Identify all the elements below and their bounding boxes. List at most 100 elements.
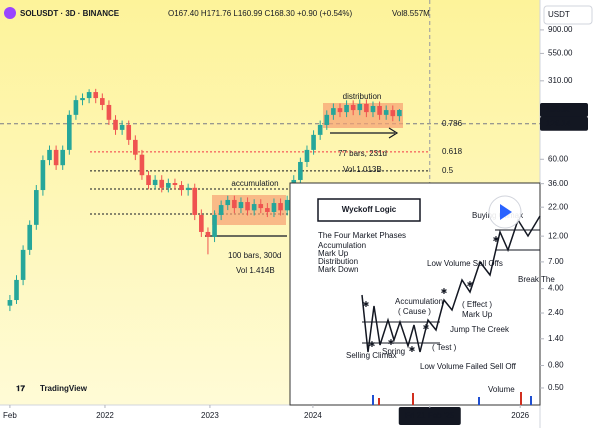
ohlc-values: O167.40 H171.76 L160.99 C168.30 +0.90 (+… (168, 9, 352, 18)
range-bars: 77 bars, 231d (338, 149, 387, 158)
candle-body (179, 185, 184, 191)
inset-star: ✱ (363, 300, 370, 309)
candle-body (7, 300, 13, 306)
candle-body (27, 224, 33, 250)
axis-layer: 900.00 550.00 310.00 60.00 36.00 22.00 12.00 7.… (3, 5, 593, 425)
candle-body (80, 98, 85, 101)
fib-label: 0.618 (442, 147, 463, 156)
inset-star: ✱ (493, 235, 500, 244)
range-name: distribution (343, 92, 382, 101)
inset-volume-bar (520, 392, 522, 405)
y-tick-label: 0.80 (548, 361, 564, 370)
wyckoff-schematic (361, 215, 541, 353)
inset-star: ✱ (409, 345, 416, 354)
candle-body (350, 104, 356, 111)
y-tick-label: 36.00 (548, 179, 569, 188)
candle-body (218, 205, 224, 215)
currency-label: USDT (548, 10, 570, 19)
candle-body (278, 203, 283, 211)
candle-body (166, 183, 171, 188)
x-tick-label: 2026 (511, 411, 529, 420)
candle-body (311, 134, 316, 150)
candle-body (304, 149, 310, 162)
candle-body (146, 175, 151, 186)
candle-body (331, 108, 336, 115)
candle-body (397, 109, 402, 117)
volume-value: Vol8.557M (392, 9, 430, 18)
inset-volume-bar (478, 397, 480, 405)
candle-body (20, 249, 26, 280)
x-tick-label: Feb (3, 411, 17, 420)
candle-body (298, 161, 303, 180)
candle-body (119, 124, 125, 130)
distribution-box (323, 103, 403, 128)
candle-body (67, 114, 72, 150)
play-icon (500, 204, 512, 220)
y-tick-label: 22.00 (548, 202, 569, 211)
candle-body (390, 110, 396, 117)
phase-label: Mark Down (318, 265, 358, 274)
candle-body (337, 108, 343, 113)
candle-body (93, 92, 99, 99)
candle-body (344, 104, 349, 113)
phase-label: Distribution (318, 257, 358, 266)
candle-body (152, 179, 158, 186)
x-tick-label: 2024 (304, 411, 322, 420)
inset-star: ✱ (467, 280, 474, 289)
range-bars: 100 bars, 300d (228, 251, 281, 260)
inset-star: ✱ (369, 340, 376, 349)
candle-body (33, 190, 39, 225)
x-tick-label: 2023 (201, 411, 219, 420)
candle-body (126, 124, 132, 140)
price-label: 168.30 (546, 105, 571, 114)
y-tick-label: 4.00 (548, 284, 564, 293)
inset-star: ✱ (388, 338, 395, 347)
inset-label: Low Volume Failed Sell Off (420, 362, 517, 371)
inset-label: ( Cause ) (398, 307, 431, 316)
fib-label: 0.5 (442, 166, 454, 175)
candle-body (113, 119, 118, 130)
candle-body (73, 100, 79, 115)
inset-label: Selling Climax (346, 351, 397, 360)
inset-volume-bar (378, 398, 380, 405)
range-volume: Vol 1.013B (343, 165, 382, 174)
inset-label: Jump The Creek (450, 325, 510, 334)
inset-label: Accumulation (395, 297, 443, 306)
y-tick-label: 60.00 (548, 154, 569, 163)
inset-star: ✱ (441, 287, 448, 296)
candle-body (271, 203, 277, 212)
currency-box (543, 5, 593, 25)
candle-body (370, 105, 376, 113)
price-axis (540, 0, 600, 428)
y-tick-label: 0.50 (548, 383, 564, 392)
candle-body (14, 279, 19, 301)
candle-body (251, 204, 257, 211)
candle-body (364, 103, 369, 113)
phase-label: Mark Up (318, 249, 349, 258)
inset-label: Low Volume Sell Offs (427, 259, 503, 268)
inset-label: Volume (488, 385, 515, 394)
arrow-head (388, 127, 399, 139)
range-volume: Vol 1.414B (236, 266, 275, 275)
candle-body (86, 92, 92, 99)
overlay-layer: SOLUSDT · 3D · BINANCE O167.40 H171.76 L1… (4, 7, 430, 393)
candle-body (106, 104, 112, 120)
y-tick-label: 2.40 (548, 308, 564, 317)
candle-body (199, 214, 204, 232)
y-tick-label: 900.00 (548, 25, 573, 34)
x-tick-label: 2022 (96, 411, 114, 420)
candle-body (265, 208, 270, 212)
inset-title: Wyckoff Logic (342, 205, 397, 214)
y-tick-label: 12.00 (548, 231, 569, 240)
price-label: 126.14 (546, 119, 571, 128)
fib-label: 0.786 (442, 119, 463, 128)
inset-volume-bar (372, 395, 374, 405)
candle-body (258, 204, 264, 209)
candle-body (284, 199, 290, 211)
y-tick-label: 310.00 (548, 76, 573, 85)
inset-label: ( Test ) (432, 343, 457, 352)
candle-body (53, 149, 59, 166)
x-tick-label: Fri 21 Feb '25 (405, 411, 455, 420)
